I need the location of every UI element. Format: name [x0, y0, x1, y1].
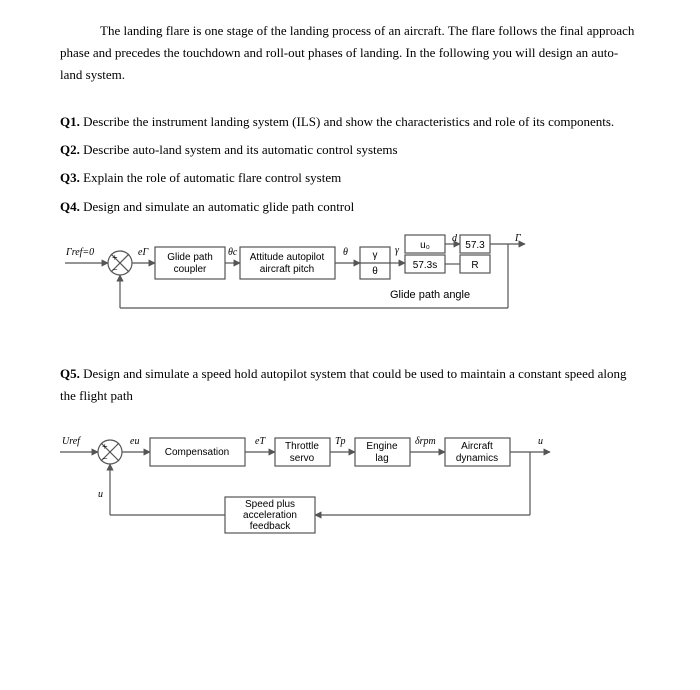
svg-text:−: − [112, 265, 118, 276]
svg-text:Γref=0: Γref=0 [65, 247, 94, 258]
svg-text:θc: θc [228, 247, 238, 258]
question-2: Q2. Describe auto-land system and its au… [60, 139, 640, 161]
svg-text:coupler: coupler [174, 264, 207, 275]
svg-text:Tp: Tp [335, 436, 346, 447]
speed-hold-diagram: Compensation Throttle servo Engine lag A… [60, 422, 640, 552]
svg-text:eu: eu [130, 436, 139, 447]
svg-text:lag: lag [375, 453, 388, 464]
svg-text:Compensation: Compensation [165, 447, 229, 458]
svg-text:u₀: u₀ [420, 240, 430, 251]
svg-text:γ: γ [373, 250, 378, 261]
svg-text:57.3s: 57.3s [413, 260, 437, 271]
svg-text:θ: θ [372, 266, 378, 277]
svg-text:+: + [102, 442, 108, 453]
svg-text:Attitude autopilot: Attitude autopilot [250, 252, 325, 263]
question-1: Q1. Describe the instrument landing syst… [60, 111, 640, 133]
svg-text:d: d [452, 233, 458, 244]
svg-text:eT: eT [255, 436, 266, 447]
svg-text:acceleration: acceleration [243, 510, 297, 521]
svg-text:θ: θ [343, 247, 348, 258]
svg-text:feedback: feedback [250, 521, 292, 532]
svg-text:u: u [98, 489, 103, 500]
svg-text:eΓ: eΓ [138, 247, 148, 258]
svg-text:Uref: Uref [62, 436, 81, 447]
svg-text:Γ: Γ [514, 233, 521, 244]
svg-text:Glide path angle: Glide path angle [390, 289, 470, 301]
svg-text:Aircraft: Aircraft [461, 441, 493, 452]
svg-text:γ: γ [395, 245, 400, 256]
intro-paragraph: The landing flare is one stage of the la… [60, 20, 640, 86]
svg-text:Glide path: Glide path [167, 252, 213, 263]
svg-text:u: u [538, 436, 543, 447]
svg-text:servo: servo [290, 453, 315, 464]
svg-text:Engine: Engine [366, 441, 398, 452]
svg-text:dynamics: dynamics [456, 453, 498, 464]
svg-text:aircraft pitch: aircraft pitch [260, 264, 314, 275]
glide-path-diagram: Glide path coupler Attitude autopilot ai… [60, 233, 640, 343]
svg-text:+: + [112, 253, 118, 264]
question-5: Q5. Design and simulate a speed hold aut… [60, 363, 640, 407]
svg-text:Speed plus: Speed plus [245, 499, 295, 510]
question-4: Q4. Design and simulate an automatic gli… [60, 196, 640, 218]
svg-text:−: − [102, 454, 108, 465]
svg-text:Throttle: Throttle [285, 441, 319, 452]
svg-text:57.3: 57.3 [465, 240, 485, 251]
svg-text:δrpm: δrpm [415, 436, 436, 447]
question-3: Q3. Explain the role of automatic flare … [60, 167, 640, 189]
svg-text:R: R [471, 260, 478, 271]
